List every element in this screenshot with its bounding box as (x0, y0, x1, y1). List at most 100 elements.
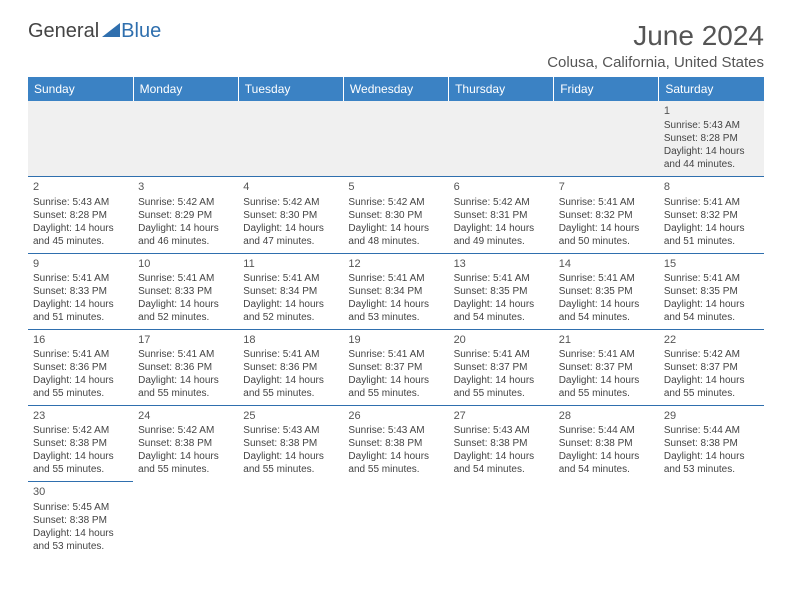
weekday-header: Friday (554, 77, 659, 101)
calendar-cell-empty (343, 482, 448, 558)
day-number: 13 (454, 257, 549, 271)
day-number: 21 (559, 333, 654, 347)
calendar-cell: 17Sunrise: 5:41 AMSunset: 8:36 PMDayligh… (133, 329, 238, 405)
day-info: Sunrise: 5:42 AMSunset: 8:31 PMDaylight:… (454, 196, 549, 248)
day-info: Sunrise: 5:44 AMSunset: 8:38 PMDaylight:… (559, 424, 654, 476)
calendar-cell: 11Sunrise: 5:41 AMSunset: 8:34 PMDayligh… (238, 253, 343, 329)
weekday-header: Wednesday (343, 77, 448, 101)
day-number: 17 (138, 333, 233, 347)
day-info: Sunrise: 5:41 AMSunset: 8:32 PMDaylight:… (664, 196, 759, 248)
day-info: Sunrise: 5:41 AMSunset: 8:36 PMDaylight:… (243, 348, 338, 400)
day-number: 9 (33, 257, 128, 271)
weekday-header: Saturday (659, 77, 764, 101)
calendar-cell-empty (28, 101, 133, 177)
calendar-cell: 25Sunrise: 5:43 AMSunset: 8:38 PMDayligh… (238, 406, 343, 482)
calendar-cell-empty (133, 101, 238, 177)
calendar-row: 16Sunrise: 5:41 AMSunset: 8:36 PMDayligh… (28, 329, 764, 405)
header: General Blue June 2024 Colusa, Californi… (28, 20, 764, 71)
day-number: 8 (664, 180, 759, 194)
day-info: Sunrise: 5:41 AMSunset: 8:36 PMDaylight:… (138, 348, 233, 400)
calendar-cell: 4 Sunrise: 5:42 AMSunset: 8:30 PMDaylight… (238, 177, 343, 253)
day-number: 29 (664, 409, 759, 423)
title-block: June 2024 Colusa, California, United Sta… (547, 20, 764, 71)
calendar-cell: 29Sunrise: 5:44 AMSunset: 8:38 PMDayligh… (659, 406, 764, 482)
day-info: Sunrise: 5:43 AMSunset: 8:38 PMDaylight:… (243, 424, 338, 476)
calendar-cell: 23Sunrise: 5:42 AMSunset: 8:38 PMDayligh… (28, 406, 133, 482)
calendar-cell-empty (238, 101, 343, 177)
calendar-cell: 21Sunrise: 5:41 AMSunset: 8:37 PMDayligh… (554, 329, 659, 405)
day-number: 22 (664, 333, 759, 347)
day-number: 20 (454, 333, 549, 347)
calendar-cell: 8 Sunrise: 5:41 AMSunset: 8:32 PMDaylight… (659, 177, 764, 253)
calendar-cell: 7 Sunrise: 5:41 AMSunset: 8:32 PMDaylight… (554, 177, 659, 253)
calendar-cell-empty (343, 101, 448, 177)
logo: General Blue (28, 20, 161, 43)
day-number: 24 (138, 409, 233, 423)
calendar-cell-empty (133, 482, 238, 558)
day-number: 15 (664, 257, 759, 271)
day-number: 2 (33, 180, 128, 194)
day-info: Sunrise: 5:42 AMSunset: 8:38 PMDaylight:… (33, 424, 128, 476)
calendar-row: 2 Sunrise: 5:43 AMSunset: 8:28 PMDaylight… (28, 177, 764, 253)
page-title: June 2024 (547, 20, 764, 52)
day-number: 7 (559, 180, 654, 194)
day-number: 30 (33, 485, 128, 499)
day-info: Sunrise: 5:41 AMSunset: 8:34 PMDaylight:… (348, 272, 443, 324)
day-number: 23 (33, 409, 128, 423)
calendar-cell: 9Sunrise: 5:41 AMSunset: 8:33 PMDaylight… (28, 253, 133, 329)
day-number: 3 (138, 180, 233, 194)
calendar-row: 23Sunrise: 5:42 AMSunset: 8:38 PMDayligh… (28, 406, 764, 482)
day-number: 19 (348, 333, 443, 347)
day-info: Sunrise: 5:44 AMSunset: 8:38 PMDaylight:… (664, 424, 759, 476)
day-info: Sunrise: 5:43 AMSunset: 8:28 PMDaylight:… (33, 196, 128, 248)
weekday-header: Tuesday (238, 77, 343, 101)
day-number: 4 (243, 180, 338, 194)
logo-triangle-icon (102, 20, 120, 43)
day-info: Sunrise: 5:41 AMSunset: 8:35 PMDaylight:… (559, 272, 654, 324)
day-info: Sunrise: 5:41 AMSunset: 8:37 PMDaylight:… (454, 348, 549, 400)
day-number: 14 (559, 257, 654, 271)
calendar-cell: 1Sunrise: 5:43 AMSunset: 8:28 PMDaylight… (659, 101, 764, 177)
day-number: 1 (664, 104, 759, 118)
day-info: Sunrise: 5:43 AMSunset: 8:38 PMDaylight:… (454, 424, 549, 476)
day-info: Sunrise: 5:41 AMSunset: 8:33 PMDaylight:… (138, 272, 233, 324)
calendar-cell: 26Sunrise: 5:43 AMSunset: 8:38 PMDayligh… (343, 406, 448, 482)
day-number: 12 (348, 257, 443, 271)
calendar-cell: 13Sunrise: 5:41 AMSunset: 8:35 PMDayligh… (449, 253, 554, 329)
day-info: Sunrise: 5:41 AMSunset: 8:37 PMDaylight:… (348, 348, 443, 400)
day-number: 5 (348, 180, 443, 194)
day-info: Sunrise: 5:43 AMSunset: 8:38 PMDaylight:… (348, 424, 443, 476)
calendar-cell: 14Sunrise: 5:41 AMSunset: 8:35 PMDayligh… (554, 253, 659, 329)
day-info: Sunrise: 5:41 AMSunset: 8:34 PMDaylight:… (243, 272, 338, 324)
day-info: Sunrise: 5:41 AMSunset: 8:32 PMDaylight:… (559, 196, 654, 248)
calendar-cell: 5 Sunrise: 5:42 AMSunset: 8:30 PMDaylight… (343, 177, 448, 253)
day-info: Sunrise: 5:45 AMSunset: 8:38 PMDaylight:… (33, 501, 128, 553)
calendar-cell: 30 Sunrise: 5:45 AMSunset: 8:38 PMDayligh… (28, 482, 133, 558)
calendar-cell: 24Sunrise: 5:42 AMSunset: 8:38 PMDayligh… (133, 406, 238, 482)
logo-text-1: General (28, 20, 99, 43)
day-info: Sunrise: 5:41 AMSunset: 8:37 PMDaylight:… (559, 348, 654, 400)
day-number: 11 (243, 257, 338, 271)
day-info: Sunrise: 5:41 AMSunset: 8:35 PMDaylight:… (664, 272, 759, 324)
day-number: 27 (454, 409, 549, 423)
calendar-row: 1Sunrise: 5:43 AMSunset: 8:28 PMDaylight… (28, 101, 764, 177)
calendar-cell-empty (659, 482, 764, 558)
calendar-cell-empty (238, 482, 343, 558)
calendar-body: 1 Sunrise: 5:43 AMSunset: 8:28 PMDaylight… (28, 101, 764, 558)
calendar-cell: 18Sunrise: 5:41 AMSunset: 8:36 PMDayligh… (238, 329, 343, 405)
calendar-cell: 19Sunrise: 5:41 AMSunset: 8:37 PMDayligh… (343, 329, 448, 405)
calendar-cell: 22Sunrise: 5:42 AMSunset: 8:37 PMDayligh… (659, 329, 764, 405)
logo-text-2: Blue (121, 20, 161, 43)
calendar-cell: 3 Sunrise: 5:42 AMSunset: 8:29 PMDaylight… (133, 177, 238, 253)
day-number: 28 (559, 409, 654, 423)
day-info: Sunrise: 5:41 AMSunset: 8:36 PMDaylight:… (33, 348, 128, 400)
calendar-cell: 15Sunrise: 5:41 AMSunset: 8:35 PMDayligh… (659, 253, 764, 329)
day-info: Sunrise: 5:42 AMSunset: 8:30 PMDaylight:… (243, 196, 338, 248)
day-number: 26 (348, 409, 443, 423)
calendar-cell: 10Sunrise: 5:41 AMSunset: 8:33 PMDayligh… (133, 253, 238, 329)
day-info: Sunrise: 5:42 AMSunset: 8:29 PMDaylight:… (138, 196, 233, 248)
day-info: Sunrise: 5:42 AMSunset: 8:38 PMDaylight:… (138, 424, 233, 476)
day-info: Sunrise: 5:42 AMSunset: 8:30 PMDaylight:… (348, 196, 443, 248)
weekday-header: Monday (133, 77, 238, 101)
day-number: 10 (138, 257, 233, 271)
